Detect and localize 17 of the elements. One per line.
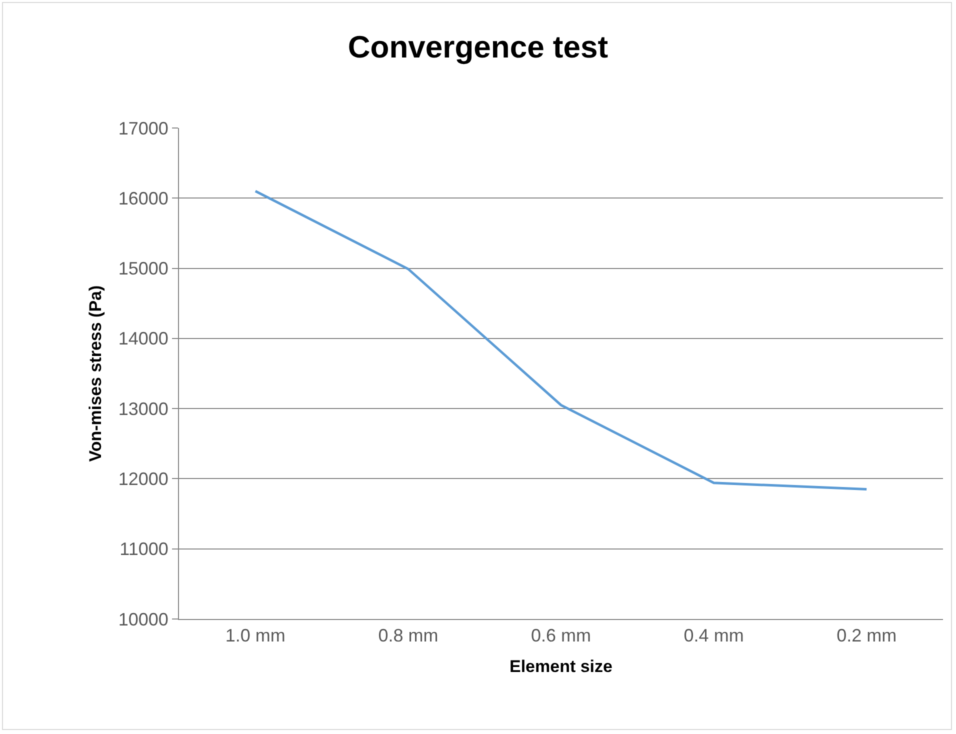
x-tick-label: 0.2 mm <box>836 626 897 646</box>
x-tick-label: 0.8 mm <box>378 626 438 646</box>
y-tick-label: 10000 <box>118 609 168 630</box>
y-tick-label: 12000 <box>118 469 168 490</box>
y-axis-title: Von-mises stress (Pa) <box>86 285 105 462</box>
x-tick-label: 0.4 mm <box>684 626 744 646</box>
y-tick-label: 11000 <box>120 539 168 560</box>
y-tick-label: 17000 <box>118 118 168 138</box>
line-series <box>254 190 868 490</box>
y-tick-label: 16000 <box>118 188 168 208</box>
x-axis-title: Element size <box>510 657 612 676</box>
x-tick-label: 0.6 mm <box>530 626 592 646</box>
y-tick-label: 15000 <box>118 258 168 279</box>
y-tick-label: 14000 <box>118 328 168 349</box>
chart-title: Convergence test <box>348 29 608 64</box>
x-tick-label: 1.0 mm <box>225 626 286 646</box>
y-tick-label: 13000 <box>118 398 168 419</box>
